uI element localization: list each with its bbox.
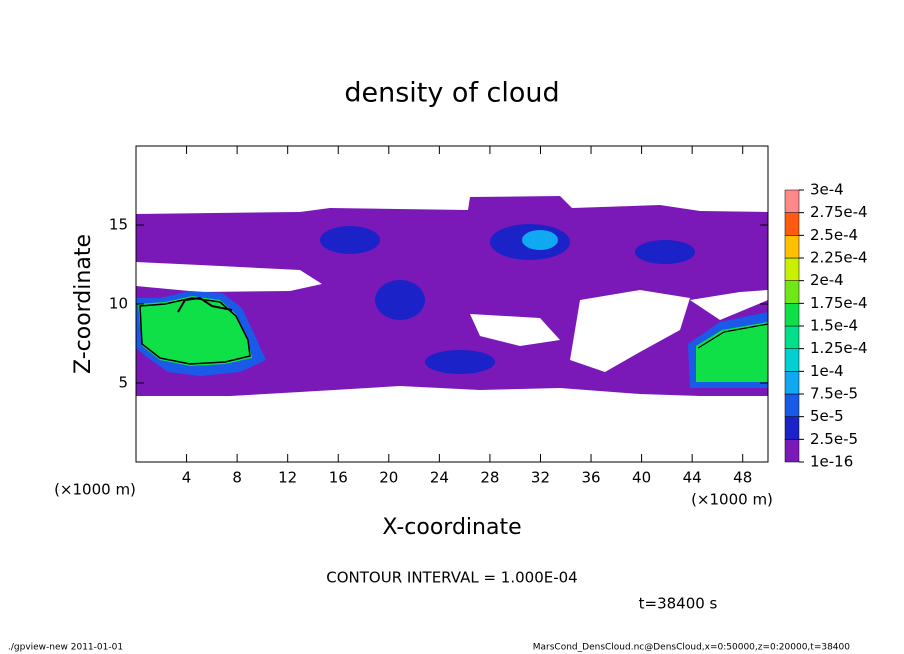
y-axis-label: Z-coordinate (71, 234, 96, 374)
chart-title: density of cloud (344, 78, 559, 109)
region (635, 240, 695, 264)
field (136, 196, 769, 396)
colorbar-label: 2.5e-4 (810, 226, 858, 244)
x-tick-label: 44 (683, 469, 702, 487)
time-label: t=38400 s (639, 595, 718, 613)
footer-left: ./gpview-new 2011-01-01 (8, 643, 123, 653)
colorbar-segment (784, 416, 800, 440)
x-tick-label: 28 (480, 469, 499, 487)
x-tick-label: 48 (733, 469, 752, 487)
region (522, 230, 558, 250)
colorbar-label: 1.75e-4 (810, 294, 868, 312)
colorbar-segment (784, 212, 800, 236)
x-tick-label: 32 (531, 469, 550, 487)
gap (136, 262, 322, 292)
gap (470, 314, 560, 346)
region (320, 226, 380, 254)
y-tick-label: 10 (109, 295, 128, 313)
y-tick-label: 15 (109, 216, 128, 234)
colorbar-label: 1e-16 (810, 453, 853, 471)
gap (570, 290, 690, 372)
y-tick-label: 5 (118, 374, 128, 392)
colorbar-segment (784, 348, 800, 372)
colorbar-segment (784, 325, 800, 349)
x-tick-label: 40 (632, 469, 651, 487)
colorbar-label: 3e-4 (810, 181, 844, 199)
colorbar-segment (784, 189, 800, 213)
colorbar-segment (784, 280, 800, 304)
colorbar-segment (784, 439, 800, 463)
colorbar-label: 7.5e-5 (810, 385, 858, 403)
region (138, 296, 252, 366)
contour-line (697, 323, 769, 349)
colorbar-label: 5e-5 (810, 407, 844, 425)
x-unit: (×1000 m) (691, 491, 773, 509)
footer-right: MarsCond_DensCloud.nc@DensCloud,x=0:5000… (533, 643, 850, 653)
x-tick-label: 24 (430, 469, 449, 487)
contour-line (177, 296, 233, 313)
colorbar-label: 1.5e-4 (810, 317, 858, 335)
colorbar-label: 2e-4 (810, 271, 844, 289)
x-tick-label: 36 (581, 469, 600, 487)
x-tick-label: 4 (182, 469, 192, 487)
colorbar-label: 1e-4 (810, 362, 844, 380)
colorbar-segment (784, 235, 800, 259)
region (696, 322, 768, 382)
colorbar-label: 2.5e-5 (810, 430, 858, 448)
x-tick-label: 16 (329, 469, 348, 487)
colorbar-label: 1.25e-4 (810, 339, 868, 357)
x-unit: (×1000 m) (54, 481, 136, 499)
x-tick-label: 8 (232, 469, 242, 487)
colorbar-segment (784, 303, 800, 327)
x-tick-label: 20 (379, 469, 398, 487)
contour-interval: CONTOUR INTERVAL = 1.000E-04 (326, 569, 577, 587)
x-tick-label: 12 (278, 469, 297, 487)
x-axis-label: X-coordinate (382, 515, 521, 540)
gap (690, 290, 768, 320)
colorbar-segment (784, 393, 800, 417)
region (425, 350, 495, 374)
colorbar-label: 2.25e-4 (810, 249, 868, 267)
colorbar-label: 2.75e-4 (810, 203, 868, 221)
region (375, 280, 425, 320)
colorbar-segment (784, 371, 800, 395)
colorbar-segment (784, 257, 800, 281)
